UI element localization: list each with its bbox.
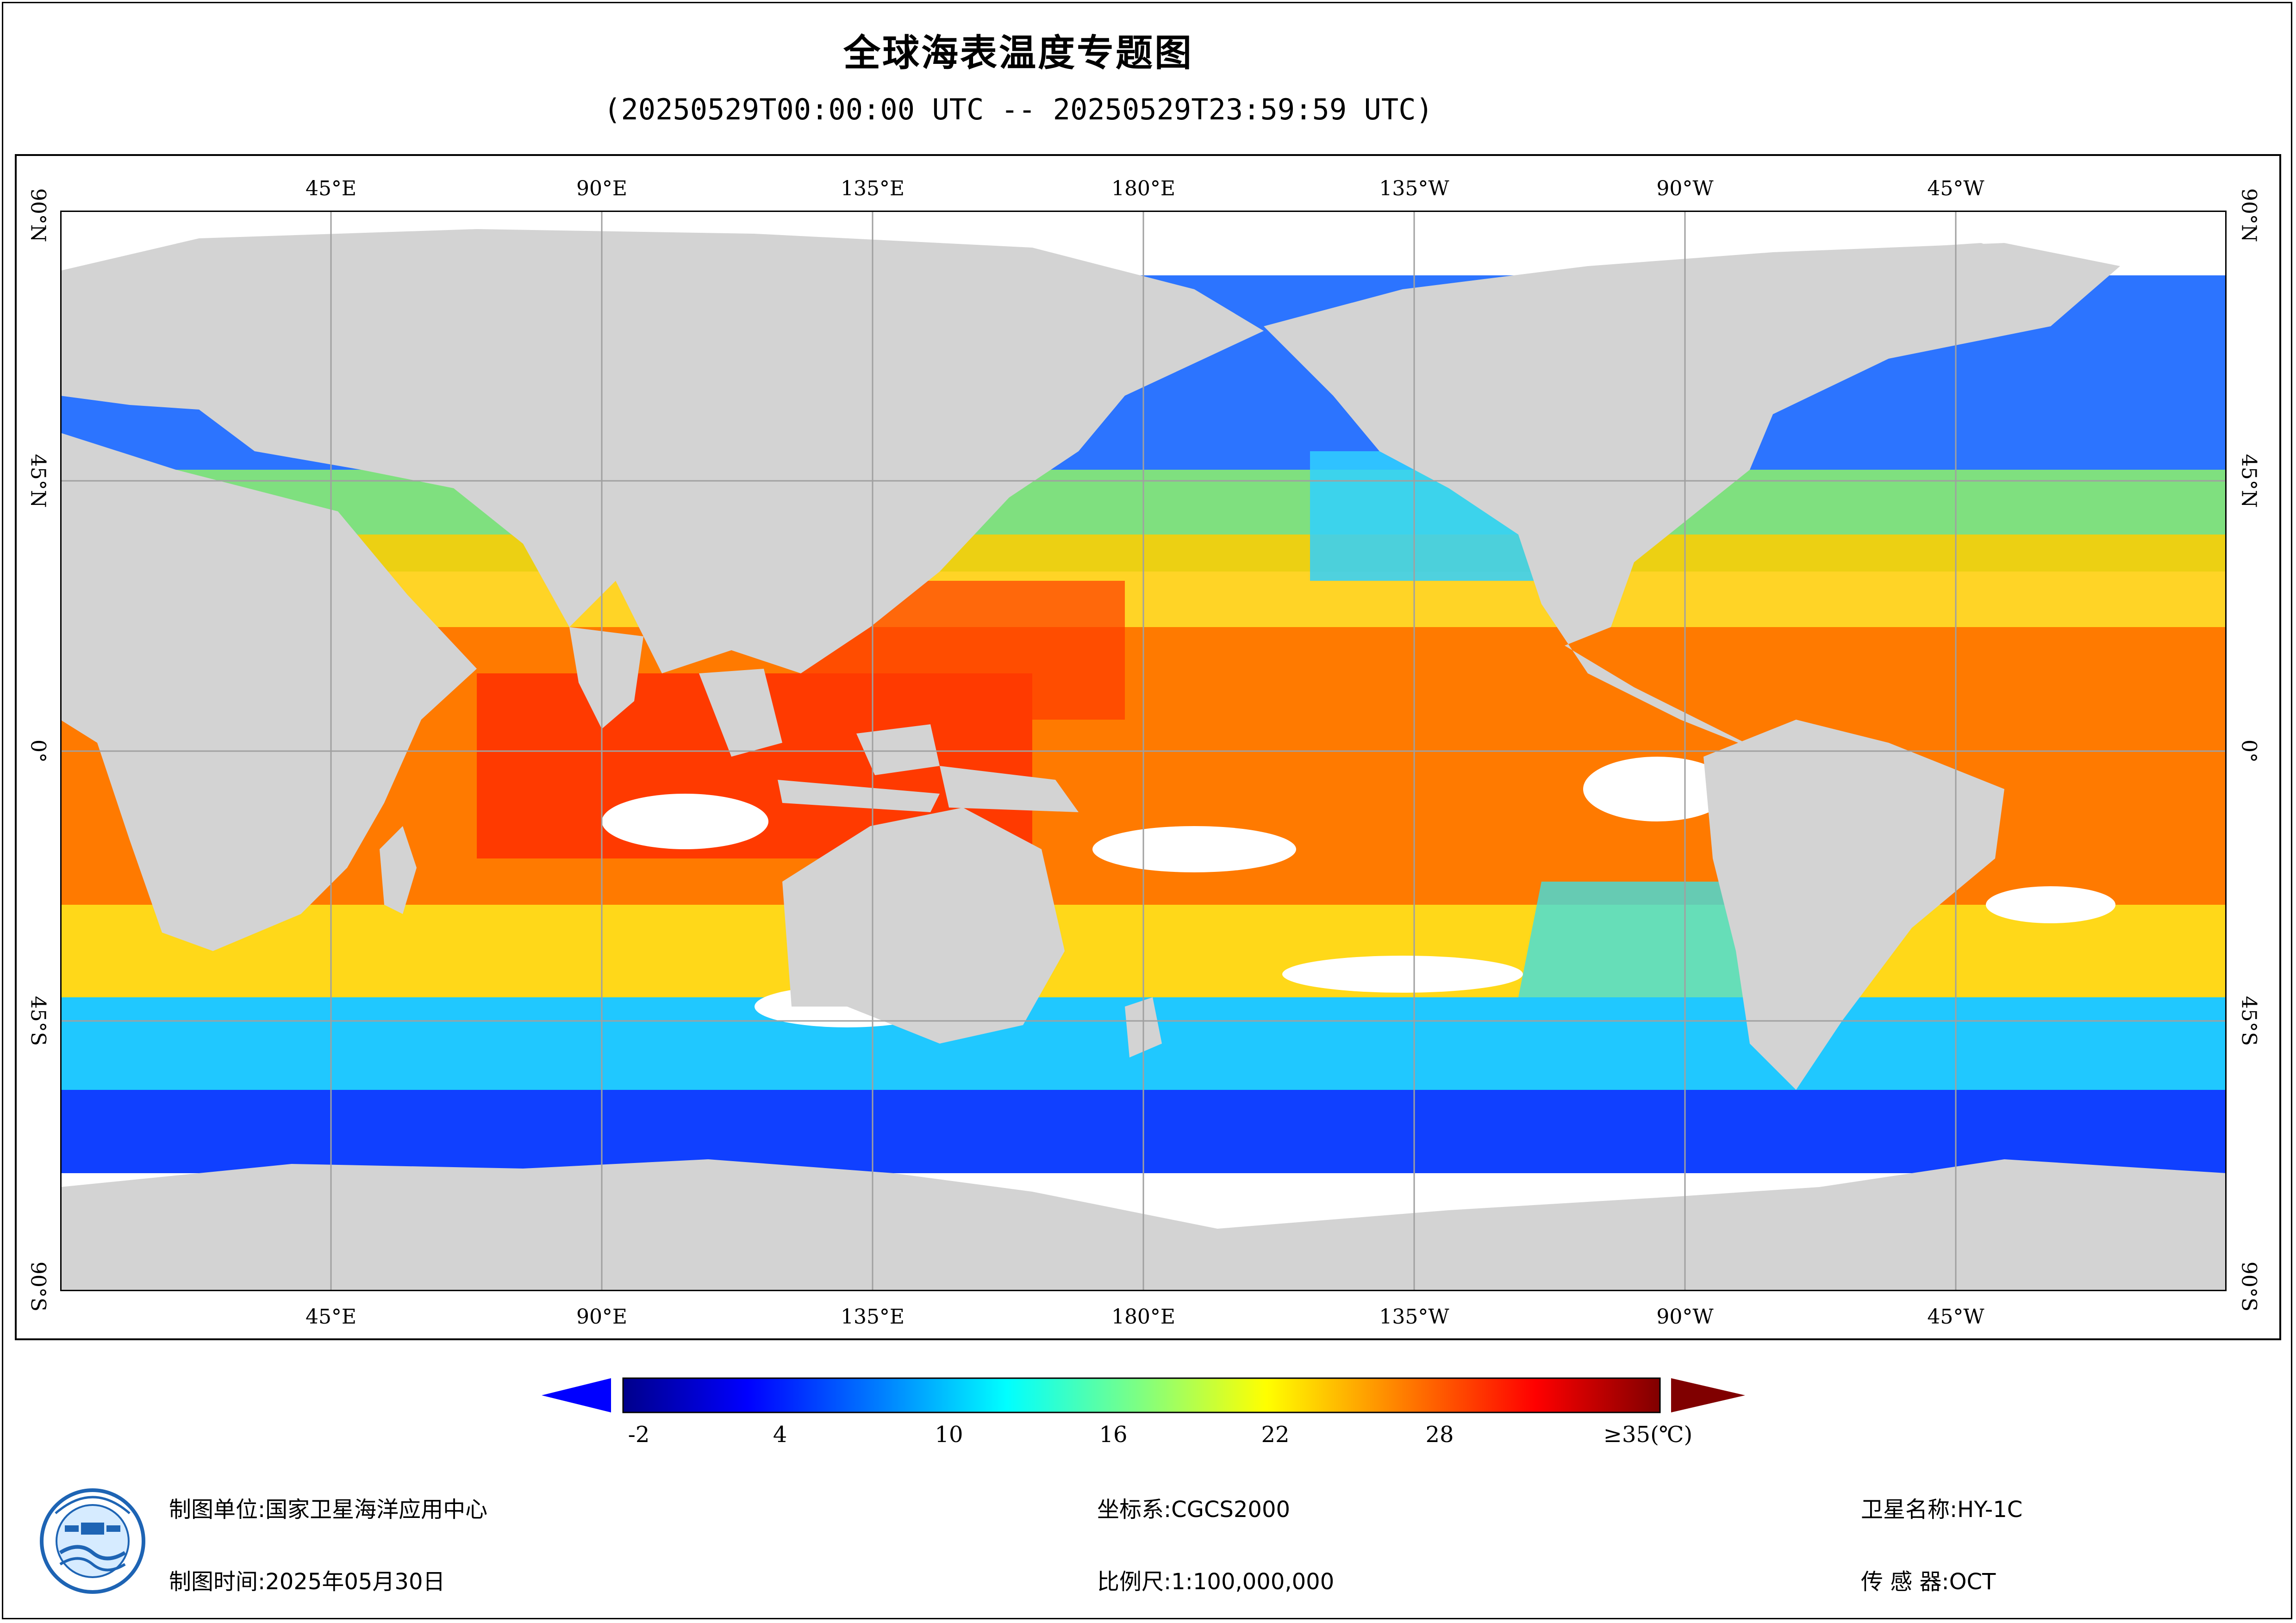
- colorbar-tick: 28: [1425, 1422, 1454, 1448]
- graticule: [60, 211, 2227, 1291]
- lon-label-bottom: 135°E: [840, 1305, 905, 1329]
- colorbar-gradient: [622, 1377, 1661, 1413]
- lon-label-bottom: 45°W: [1927, 1305, 1984, 1329]
- lon-label-bottom: 180°E: [1111, 1305, 1176, 1329]
- sensor-name: 传 感 器:OCT: [1861, 1569, 1996, 1595]
- lon-label-bottom: 90°W: [1656, 1305, 1714, 1329]
- lat-label-right: 0°: [2237, 740, 2261, 763]
- lon-label-top: 135°E: [840, 177, 905, 200]
- nsoas-logo-icon: [40, 1488, 145, 1594]
- colorbar-tick: 4: [773, 1422, 787, 1448]
- mapping-unit: 制图单位:国家卫星海洋应用中心: [169, 1497, 488, 1523]
- lon-label-bottom: 90°E: [576, 1305, 628, 1329]
- lon-label-top: 135°W: [1379, 177, 1449, 200]
- lat-label-left: 0°: [26, 740, 50, 763]
- colorbar-under-arrow: [542, 1378, 611, 1412]
- map-frame: [15, 154, 2281, 1340]
- map-scale: 比例尺:1:100,000,000: [1097, 1569, 1335, 1595]
- lon-label-top: 45°E: [305, 177, 357, 200]
- map-border: [60, 211, 2227, 1291]
- satellite-name: 卫星名称:HY-1C: [1861, 1497, 2023, 1523]
- lon-label-top: 90°E: [576, 177, 628, 200]
- map-title: 全球海表温度专题图: [843, 31, 1193, 75]
- sst-map: [60, 211, 2227, 1291]
- colorbar-tick: ≥35(℃): [1603, 1422, 1693, 1448]
- lat-label-left: 45°N: [26, 454, 50, 508]
- colorbar-over-arrow: [1671, 1378, 1745, 1412]
- lat-label-right: 45°S: [2237, 995, 2261, 1046]
- temperature-colorbar: [542, 1377, 1745, 1413]
- colorbar-tick: -2: [628, 1422, 650, 1448]
- lon-label-top: 90°W: [1656, 177, 1714, 200]
- lat-label-left: 45°S: [26, 995, 50, 1046]
- coordinate-system: 坐标系:CGCS2000: [1097, 1497, 1291, 1523]
- colorbar-tick: 10: [935, 1422, 963, 1448]
- lat-label-right: 90°S: [2237, 1261, 2261, 1312]
- lat-label-left: 90°N: [26, 188, 50, 243]
- lat-label-right: 90°N: [2237, 188, 2261, 243]
- time-range: (20250529T00:00:00 UTC -- 20250529T23:59…: [604, 93, 1433, 126]
- colorbar-tick: 22: [1261, 1422, 1290, 1448]
- lon-label-top: 45°W: [1927, 177, 1984, 200]
- lon-label-bottom: 135°W: [1379, 1305, 1449, 1329]
- lon-label-bottom: 45°E: [305, 1305, 357, 1329]
- lat-label-left: 90°S: [26, 1261, 50, 1312]
- colorbar-tick: 16: [1099, 1422, 1128, 1448]
- lat-label-right: 45°N: [2237, 454, 2261, 508]
- mapping-time: 制图时间:2025年05月30日: [169, 1569, 445, 1595]
- lon-label-top: 180°E: [1111, 177, 1176, 200]
